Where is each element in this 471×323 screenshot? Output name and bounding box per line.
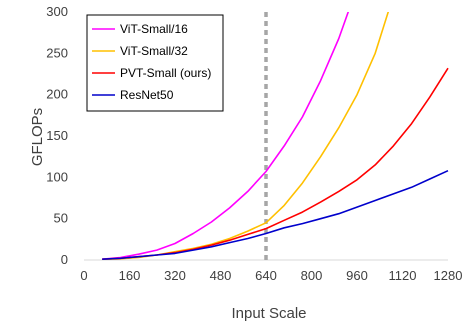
series-line-4 <box>102 169 449 260</box>
x-tick-label: 1280 <box>434 268 463 283</box>
legend-label: ViT-Small/32 <box>120 44 188 58</box>
x-tick-label: 320 <box>164 268 186 283</box>
y-axis-label: GFLOPs <box>29 108 46 166</box>
y-tick-label: 150 <box>46 128 68 143</box>
x-tick-label: 1120 <box>389 268 417 283</box>
x-tick-label: 800 <box>301 268 323 283</box>
y-tick-label: 200 <box>46 87 68 102</box>
plot-area: 0 50 100 150 200 250 300 0 160 320 480 640 800 960 112… <box>46 4 463 283</box>
x-tick-label: 960 <box>346 268 368 283</box>
legend-label: ResNet50 <box>120 88 174 102</box>
y-tick-label: 300 <box>46 4 68 19</box>
legend-label: PVT-Small (ours) <box>120 66 211 80</box>
series-group <box>102 12 449 260</box>
y-tick-label: 250 <box>46 45 68 60</box>
x-tick-label: 160 <box>119 268 141 283</box>
x-tick-label: 640 <box>255 268 277 283</box>
y-tick-label: 0 <box>61 252 68 267</box>
x-tick-label: 480 <box>210 268 232 283</box>
y-tick-label: 100 <box>46 169 68 184</box>
legend-label: ViT-Small/16 <box>120 22 188 36</box>
series-line-1 <box>102 12 350 260</box>
x-axis-label: Input Scale <box>231 305 306 322</box>
y-tick-label: 50 <box>54 211 68 226</box>
x-tick-label: 0 <box>80 268 87 283</box>
